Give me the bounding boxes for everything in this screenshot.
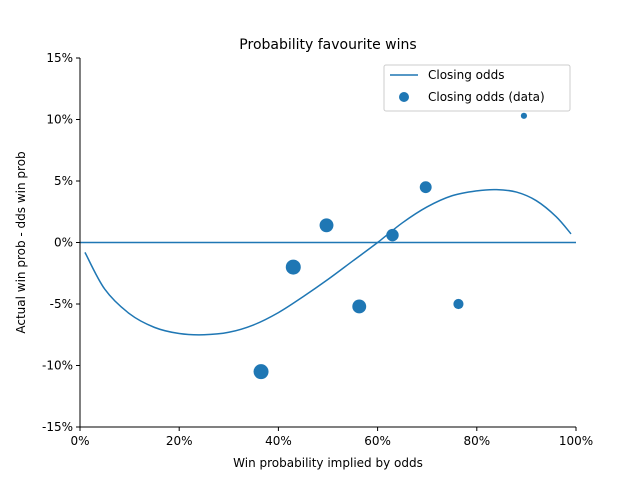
chart-title: Probability favourite wins	[239, 37, 416, 53]
scatter-point	[319, 218, 334, 233]
scatter-point	[520, 112, 528, 119]
y-tick-label: 10%	[46, 113, 73, 127]
scatter-point	[386, 228, 399, 242]
y-tick-label: 0%	[54, 236, 73, 250]
x-axis-label: Win probability implied by odds	[233, 456, 423, 470]
legend-marker-swatch	[399, 92, 409, 102]
scatter-point	[453, 298, 464, 310]
legend: Closing odds Closing odds (data)	[383, 64, 571, 112]
scatter-point	[253, 364, 269, 380]
ticks: 0% 20% 40% 60% 80% 100% -15% -10% -5% 0% 5% 10% 15%	[42, 51, 593, 448]
scatter-point	[419, 181, 432, 194]
y-tick-label: -5%	[50, 297, 73, 311]
y-axis-label: Actual win prob - dds win prob	[14, 151, 28, 333]
series-line-closing-odds	[84, 188, 572, 336]
x-tick-label: 0%	[70, 434, 89, 448]
y-tick-label: 5%	[54, 174, 73, 188]
x-tick-label: 80%	[463, 434, 490, 448]
y-tick-label: -15%	[42, 420, 73, 434]
x-tick-label: 60%	[364, 434, 391, 448]
x-tick-label: 100%	[559, 434, 593, 448]
scatter-point	[352, 299, 367, 314]
x-tick-label: 20%	[166, 434, 193, 448]
legend-label-scatter: Closing odds (data)	[428, 90, 545, 104]
y-tick-label: -10%	[42, 359, 73, 373]
y-tick-label: 15%	[46, 51, 73, 65]
legend-label-line: Closing odds	[428, 68, 505, 82]
x-tick-label: 40%	[265, 434, 292, 448]
scatter-point	[285, 259, 301, 275]
legend-frame	[383, 64, 571, 112]
plot-area	[80, 112, 576, 380]
